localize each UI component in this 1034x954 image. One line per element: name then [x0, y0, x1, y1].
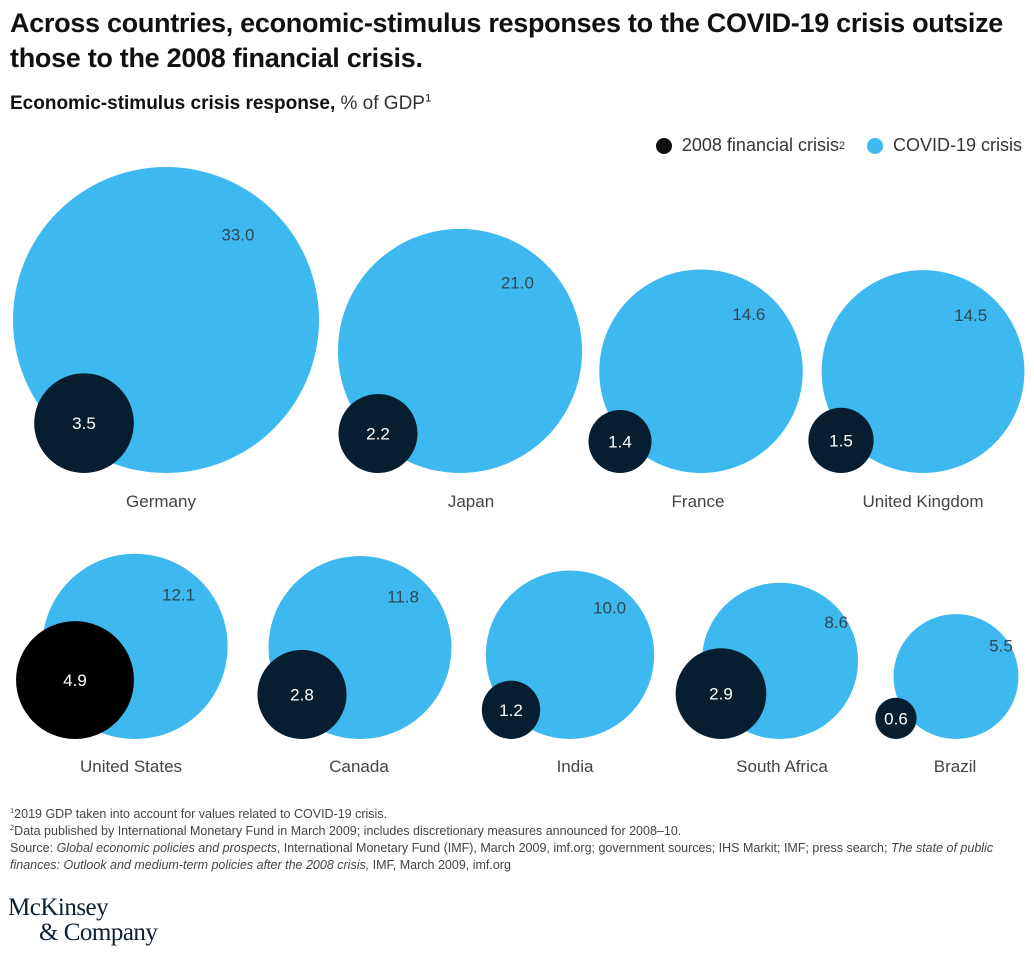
covid-bubble-brazil [893, 614, 1019, 739]
covid-bubble-france [599, 269, 803, 473]
legend-label-2008: 2008 financial crisis [681, 135, 839, 155]
logo-line-1: McKinsey [8, 894, 109, 921]
crisis2008-bubble-france [588, 409, 652, 473]
crisis2008-value-label: 3.5 [72, 414, 96, 433]
legend-swatch-covid-icon [866, 137, 883, 154]
country-label: South Africa [736, 757, 828, 776]
covid-value-label: 14.5 [954, 306, 987, 325]
covid-value-label: 11.8 [387, 587, 419, 606]
footnotes: 12019 GDP taken into account for values … [10, 806, 1026, 874]
crisis2008-bubble-germany [34, 373, 134, 473]
crisis2008-bubble-japan [338, 393, 418, 473]
country-label: Brazil [934, 757, 977, 776]
covid-value-label: 5.5 [989, 636, 1013, 655]
covid-bubble-united-kingdom [821, 270, 1025, 473]
crisis2008-value-label: 2.9 [709, 685, 733, 704]
covid-value-label: 10.0 [593, 599, 626, 618]
subtitle-unit: % of GDP [335, 93, 425, 114]
legend: 2008 financial crisis 2 COVID-19 crisis [634, 135, 1022, 156]
crisis2008-bubble-united-states [16, 621, 134, 739]
covid-value-label: 33.0 [221, 225, 254, 244]
country-group-canada: 11.8 2.8 Canada [257, 556, 452, 776]
country-label: Canada [329, 757, 389, 776]
mckinsey-logo: McKinsey & Company [8, 894, 158, 946]
country-group-brazil: 5.5 0.6 Brazil [875, 614, 1019, 776]
country-group-france: 14.6 1.4 France [588, 269, 803, 511]
crisis2008-value-label: 0.6 [884, 709, 908, 728]
crisis2008-bubble-canada [257, 649, 347, 739]
legend-item-covid: COVID-19 crisis [866, 135, 1022, 156]
covid-value-label: 12.1 [162, 585, 195, 604]
legend-swatch-2008-icon [655, 137, 672, 154]
country-group-japan: 21.0 2.2 Japan [337, 228, 583, 511]
footnote-1: 12019 GDP taken into account for values … [10, 805, 388, 821]
chart-subtitle: Economic-stimulus crisis response, % of … [10, 93, 431, 115]
footnote-2: 2Data published by International Monetar… [10, 822, 682, 838]
country-label: United States [80, 757, 182, 776]
country-group-germany: 33.0 3.5 Germany [13, 167, 319, 511]
crisis2008-bubble-south-africa [675, 648, 767, 739]
country-group-united-kingdom: 14.5 1.5 United Kingdom [808, 270, 1025, 511]
country-label: France [672, 492, 725, 511]
country-label: United Kingdom [863, 492, 984, 511]
crisis2008-value-label: 1.5 [829, 431, 853, 450]
bubble-chart: 33.03.5Germany21.02.2Japan14.61.4France1… [13, 167, 1025, 776]
country-label: Germany [126, 492, 196, 511]
subtitle-footnote-ref: 1 [424, 92, 432, 105]
chart-title: Across countries, economic-stimulus resp… [10, 8, 1003, 73]
source-note: Source: Global economic policies and pro… [10, 841, 994, 872]
covid-value-label: 21.0 [501, 274, 534, 293]
legend-item-2008: 2008 financial crisis 2 [655, 135, 845, 156]
country-group-south-africa: 8.6 2.9 South Africa [675, 582, 859, 776]
crisis2008-value-label: 4.9 [63, 671, 87, 690]
country-group-india: 10.0 1.2 India [481, 570, 655, 776]
subtitle-measure: Economic-stimulus crisis response, [10, 93, 336, 114]
crisis2008-bubble-india [481, 680, 541, 739]
country-label: Japan [448, 492, 494, 511]
legend-label-covid: COVID-19 crisis [892, 135, 1022, 155]
crisis2008-value-label: 2.8 [290, 685, 314, 704]
covid-value-label: 8.6 [824, 613, 848, 632]
crisis2008-bubble-united-kingdom [808, 407, 874, 473]
country-group-united-states: 12.1 4.9 United States [16, 553, 228, 776]
crisis2008-value-label: 1.4 [608, 432, 632, 451]
country-label: India [557, 757, 594, 776]
crisis2008-value-label: 2.2 [366, 424, 390, 443]
crisis2008-bubble-brazil [875, 697, 917, 740]
crisis2008-value-label: 1.2 [499, 701, 523, 720]
logo-line-2: & Company [39, 919, 158, 946]
covid-value-label: 14.6 [732, 305, 765, 324]
